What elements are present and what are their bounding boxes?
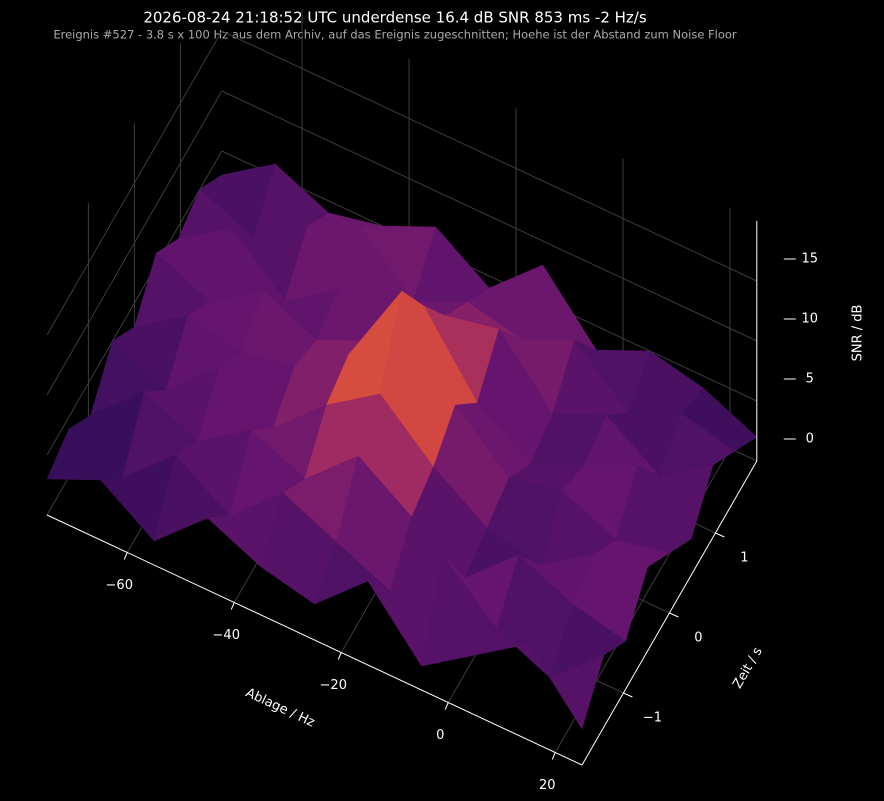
z-tick-label: 0: [806, 432, 814, 447]
y-tick: [715, 532, 725, 538]
chart-title: 2026-08-24 21:18:52 UTC underdense 16.4 …: [143, 9, 647, 27]
grid-line: [221, 150, 758, 402]
y-tick-label: −1: [643, 711, 662, 726]
x-tick: [123, 552, 128, 560]
x-tick-label: −40: [213, 628, 240, 643]
surface: [46, 163, 758, 730]
grid-line: [46, 150, 223, 456]
x-tick-label: −20: [320, 678, 347, 693]
x-tick-label: −60: [106, 578, 133, 593]
z-tick-label: 5: [806, 372, 814, 387]
z-axis-label: SNR / dB: [851, 305, 866, 362]
x-tick: [230, 602, 235, 610]
chart-subtitle: Ereignis #527 - 3.8 s x 100 Hz aus dem A…: [53, 28, 737, 42]
y-axis-label: Zeit / s: [730, 645, 766, 692]
grid-line: [221, 90, 758, 342]
grid-line: [46, 30, 223, 336]
x-tick: [551, 752, 556, 760]
x-axis: [46, 514, 583, 766]
x-tick-label: 0: [436, 728, 444, 743]
x-axis-label: Ablage / Hz: [243, 686, 317, 731]
y-tick-label: 0: [694, 631, 702, 646]
x-tick-label: 20: [539, 778, 556, 793]
y-tick: [623, 692, 633, 698]
z-tick-label: 15: [802, 252, 819, 267]
x-tick: [337, 652, 342, 660]
y-tick-label: 1: [740, 551, 748, 566]
z-tick-label: 10: [802, 312, 819, 327]
y-tick: [669, 612, 679, 618]
surface-cell: [528, 643, 605, 730]
x-tick: [444, 702, 449, 710]
grid-line: [46, 90, 223, 396]
grid-line: [221, 30, 758, 282]
